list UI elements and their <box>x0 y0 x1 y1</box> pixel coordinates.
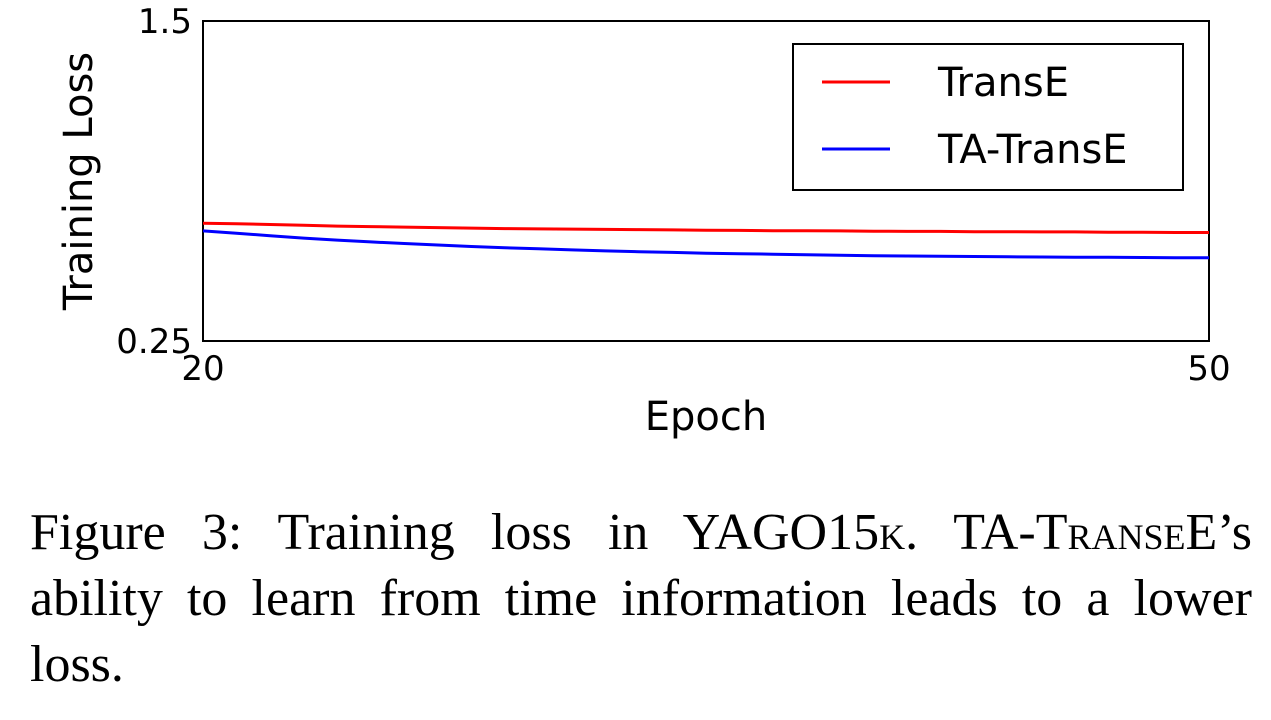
x-tick-label: 50 <box>1187 349 1230 389</box>
x-axis-label: Epoch <box>645 394 767 440</box>
series-line-ta-transe <box>202 229 1209 260</box>
series-line-transe <box>202 221 1209 234</box>
caption-ranse: ranse <box>1067 504 1186 561</box>
legend: TransE TA-TransE <box>792 43 1184 191</box>
caption-k: k <box>879 504 906 561</box>
legend-box <box>792 43 1184 191</box>
x-tick-label: 20 <box>181 349 224 389</box>
caption-prefix: Figure 3: Training loss in YAGO15 <box>30 504 880 561</box>
y-tick-label: 0.25 <box>116 322 192 362</box>
ticks-layer: 20 50 1.5 0.25 <box>116 2 1230 389</box>
series-layer <box>202 221 1209 260</box>
caption-middle: . TA-T <box>905 504 1068 561</box>
y-tick-label: 1.5 <box>138 2 192 42</box>
caption-suffix: E’s ability to learn from time informati… <box>30 504 1252 693</box>
legend-label-transe: TransE <box>937 60 1069 106</box>
figure-caption: Figure 3: Training loss in YAGO15k. TA-T… <box>30 500 1252 698</box>
legend-label-ta-transe: TA-TransE <box>937 127 1128 173</box>
y-axis-label: Training Loss <box>56 52 102 311</box>
